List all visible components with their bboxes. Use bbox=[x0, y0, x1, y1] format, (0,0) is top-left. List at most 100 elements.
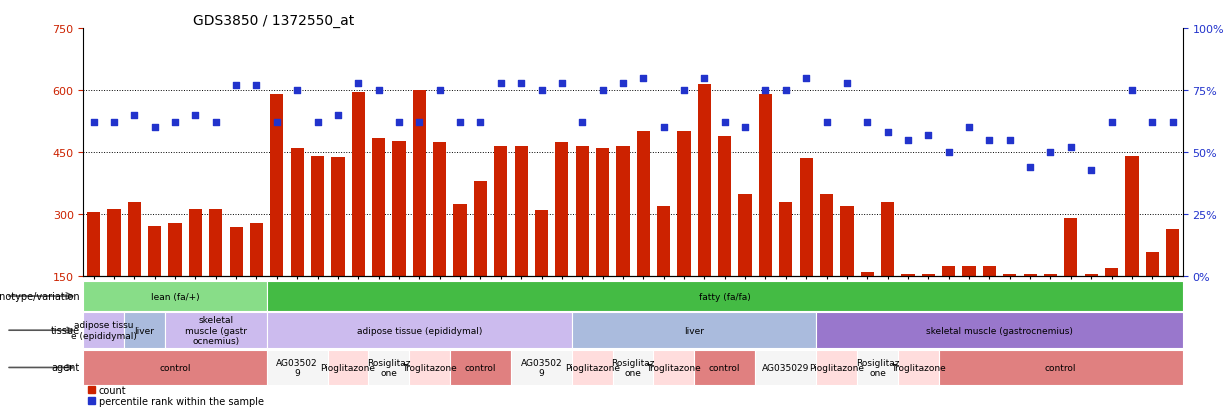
Bar bbox=[87, 213, 101, 339]
Bar bbox=[250, 223, 263, 339]
Bar bbox=[266, 313, 572, 348]
Bar bbox=[902, 275, 914, 339]
Point bbox=[287, 88, 307, 94]
Bar bbox=[800, 158, 812, 339]
Bar bbox=[331, 158, 345, 339]
Point bbox=[308, 120, 328, 126]
Point bbox=[796, 75, 816, 82]
Bar bbox=[266, 350, 328, 385]
Point bbox=[1000, 137, 1020, 144]
Point bbox=[775, 88, 795, 94]
Bar bbox=[189, 209, 202, 339]
Point bbox=[166, 120, 185, 126]
Legend: count, percentile rank within the sample: count, percentile rank within the sample bbox=[88, 385, 264, 406]
Bar bbox=[921, 275, 935, 339]
Text: Pioglitazone: Pioglitazone bbox=[320, 363, 375, 372]
Bar bbox=[758, 95, 772, 339]
Point bbox=[694, 75, 714, 82]
Point bbox=[104, 120, 124, 126]
Bar bbox=[107, 210, 120, 339]
Bar bbox=[1166, 229, 1179, 339]
Bar bbox=[820, 194, 833, 339]
Bar bbox=[779, 202, 793, 339]
Point bbox=[226, 83, 245, 89]
Bar bbox=[694, 350, 756, 385]
Bar bbox=[983, 266, 996, 339]
Point bbox=[858, 120, 877, 126]
Bar bbox=[412, 91, 426, 339]
Bar bbox=[148, 226, 161, 339]
Bar bbox=[128, 202, 141, 339]
Bar bbox=[209, 210, 222, 339]
Point bbox=[837, 80, 856, 87]
Bar bbox=[1125, 157, 1139, 339]
Text: adipose tissu
e (epididymal): adipose tissu e (epididymal) bbox=[71, 321, 136, 340]
Bar bbox=[433, 142, 447, 339]
Point bbox=[960, 125, 979, 131]
Point bbox=[124, 112, 144, 119]
Point bbox=[1102, 120, 1121, 126]
Bar bbox=[510, 350, 572, 385]
Bar bbox=[266, 282, 1183, 311]
Bar bbox=[739, 194, 752, 339]
Bar bbox=[454, 204, 466, 339]
Bar bbox=[229, 227, 243, 339]
Bar bbox=[556, 142, 568, 339]
Text: AG03502
9: AG03502 9 bbox=[520, 358, 562, 377]
Text: Rosiglitaz
one: Rosiglitaz one bbox=[855, 358, 899, 377]
Point bbox=[654, 125, 674, 131]
Bar bbox=[942, 266, 956, 339]
Bar bbox=[656, 206, 670, 339]
Point bbox=[348, 80, 368, 87]
Point bbox=[145, 125, 164, 131]
Bar bbox=[352, 93, 364, 339]
Bar bbox=[962, 266, 975, 339]
Bar bbox=[840, 206, 854, 339]
Point bbox=[552, 80, 572, 87]
Bar bbox=[637, 132, 650, 339]
Bar bbox=[310, 157, 324, 339]
Bar bbox=[83, 313, 124, 348]
Point bbox=[614, 80, 633, 87]
Bar bbox=[164, 313, 266, 348]
Bar bbox=[409, 350, 450, 385]
Point bbox=[450, 120, 470, 126]
Point bbox=[247, 83, 266, 89]
Point bbox=[593, 88, 612, 94]
Text: skeletal muscle (gastrocnemius): skeletal muscle (gastrocnemius) bbox=[926, 326, 1074, 335]
Point bbox=[410, 120, 429, 126]
Bar bbox=[1085, 275, 1098, 339]
Point bbox=[1061, 145, 1081, 151]
Text: AG035029: AG035029 bbox=[762, 363, 810, 372]
Point bbox=[491, 80, 510, 87]
Bar bbox=[858, 350, 898, 385]
Text: liver: liver bbox=[135, 326, 155, 335]
Point bbox=[1142, 120, 1162, 126]
Text: Troglitazone: Troglitazone bbox=[891, 363, 946, 372]
Point bbox=[1163, 120, 1183, 126]
Text: lean (fa/+): lean (fa/+) bbox=[151, 292, 199, 301]
Text: Pioglitazone: Pioglitazone bbox=[810, 363, 864, 372]
Text: AG03502
9: AG03502 9 bbox=[276, 358, 318, 377]
Bar bbox=[1106, 268, 1118, 339]
Text: control: control bbox=[709, 363, 741, 372]
Bar bbox=[1004, 275, 1016, 339]
Point bbox=[817, 120, 837, 126]
Bar bbox=[270, 95, 283, 339]
Bar bbox=[83, 350, 266, 385]
Bar bbox=[328, 350, 368, 385]
Bar bbox=[124, 313, 164, 348]
Point bbox=[267, 120, 287, 126]
Bar bbox=[756, 350, 816, 385]
Bar bbox=[575, 147, 589, 339]
Point bbox=[979, 137, 999, 144]
Bar bbox=[1064, 219, 1077, 339]
Bar bbox=[450, 350, 510, 385]
Bar bbox=[698, 85, 710, 339]
Point bbox=[531, 88, 551, 94]
Point bbox=[1123, 88, 1142, 94]
Text: tissue: tissue bbox=[50, 325, 80, 335]
Point bbox=[939, 150, 958, 156]
Point bbox=[328, 112, 347, 119]
Bar bbox=[535, 211, 548, 339]
